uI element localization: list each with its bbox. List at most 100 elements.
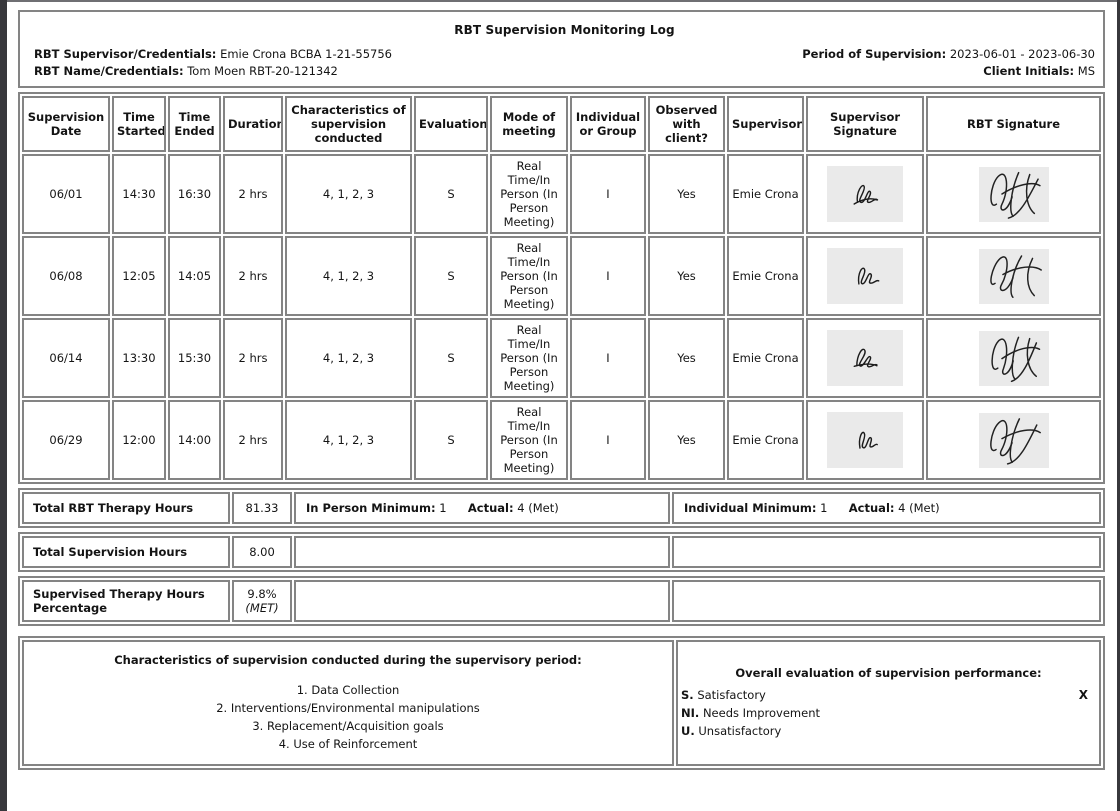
percentage-met-note: (MET) (245, 601, 279, 615)
window-frame-left (0, 0, 7, 811)
rbt-signature-image (978, 412, 1049, 468)
overall-evaluation-title: Overall evaluation of supervision perfor… (735, 665, 1042, 680)
empty-cell (672, 580, 1101, 622)
characteristics-key-panel: Characteristics of supervision conducted… (22, 640, 674, 766)
cell-time-ended: 14:05 (168, 236, 221, 316)
cell-time-ended: 16:30 (168, 154, 221, 234)
cell-evaluation: S (414, 236, 488, 316)
table-row: 06/29 12:00 14:00 2 hrs 4, 1, 2, 3 S Rea… (22, 400, 1101, 480)
list-item: 4. Use of Reinforcement (278, 736, 418, 751)
cell-individual-or-group: I (570, 400, 646, 480)
col-header-individual-or-group: Individual or Group (570, 96, 646, 152)
cell-time-started: 12:00 (112, 400, 166, 480)
window-frame-top (0, 0, 1120, 2)
rbt-signature-image (978, 166, 1049, 222)
supervision-log-document: RBT Supervision Monitoring Log RBT Super… (18, 10, 1105, 770)
cell-supervisor: Emie Crona (727, 400, 804, 480)
cell-evaluation: S (414, 154, 488, 234)
evaluation-selected-mark: X (1078, 688, 1088, 702)
cell-time-started: 12:05 (112, 236, 166, 316)
cell-individual-or-group: I (570, 318, 646, 398)
evaluation-abbr: NI. (681, 706, 700, 720)
cell-individual-or-group: I (570, 236, 646, 316)
rbt-signature-image (978, 248, 1049, 304)
in-person-actual-value: 4 (Met) (517, 500, 559, 515)
cell-observed: Yes (648, 154, 725, 234)
col-header-observed: Observed with client? (648, 96, 725, 152)
cell-characteristics: 4, 1, 2, 3 (285, 318, 412, 398)
cell-individual-or-group: I (570, 154, 646, 234)
cell-characteristics: 4, 1, 2, 3 (285, 400, 412, 480)
cell-mode: Real Time/In Person (In Person Meeting) (490, 400, 568, 480)
cell-rbt-signature (926, 318, 1101, 398)
evaluation-option-unsatisfactory: U. Unsatisfactory (681, 722, 1096, 740)
cell-characteristics: 4, 1, 2, 3 (285, 236, 412, 316)
list-item: 1. Data Collection (296, 682, 400, 697)
cell-mode: Real Time/In Person (In Person Meeting) (490, 154, 568, 234)
evaluation-label: Needs Improvement (702, 706, 820, 720)
cell-mode: Real Time/In Person (In Person Meeting) (490, 236, 568, 316)
cell-supervisor: Emie Crona (727, 236, 804, 316)
cell-supervision-date: 06/01 (22, 154, 110, 234)
cell-time-ended: 14:00 (168, 400, 221, 480)
evaluation-label: Unsatisfactory (698, 724, 782, 738)
col-header-characteristics: Characteristics of supervision conducted (285, 96, 412, 152)
individual-minimum-label: Individual Minimum: (684, 500, 817, 515)
characteristics-key-title: Characteristics of supervision conducted… (114, 653, 582, 668)
col-header-rbt-signature: RBT Signature (926, 96, 1101, 152)
evaluation-option-text: S. Satisfactory (681, 686, 766, 704)
total-supervision-hours-value: 8.00 (232, 536, 292, 568)
in-person-minimum-label: In Person Minimum: (306, 500, 436, 515)
cell-supervisor-signature (806, 400, 924, 480)
period-label: Period of Supervision: (802, 47, 947, 61)
rbt-credentials-value: Tom Moen RBT-20-121342 (187, 64, 338, 78)
evaluation-label: Satisfactory (697, 688, 766, 702)
supervisor-signature-image (827, 248, 903, 304)
total-therapy-hours-label: Total RBT Therapy Hours (22, 492, 230, 524)
client-initials-value: MS (1077, 64, 1095, 78)
summary-row-percentage: Supervised Therapy Hours Percentage 9.8%… (18, 576, 1105, 626)
cell-supervision-date: 06/29 (22, 400, 110, 480)
cell-supervision-date: 06/08 (22, 236, 110, 316)
header-left-fields: RBT Supervisor/Credentials: Emie Crona B… (34, 46, 392, 80)
cell-time-started: 14:30 (112, 154, 166, 234)
cell-supervisor: Emie Crona (727, 154, 804, 234)
list-item: 2. Interventions/Environmental manipulat… (216, 700, 480, 715)
cell-rbt-signature (926, 236, 1101, 316)
cell-rbt-signature (926, 400, 1101, 480)
percentage-value-cell: 9.8% (MET) (232, 580, 292, 622)
supervision-table: Supervision Date Time Started Time Ended… (18, 92, 1105, 484)
cell-evaluation: S (414, 400, 488, 480)
cell-supervisor-signature (806, 236, 924, 316)
individual-summary: Individual Minimum: 1 Actual: 4 (Met) (672, 492, 1101, 524)
evaluation-option-satisfactory: S. Satisfactory X (681, 686, 1096, 704)
table-header-row: Supervision Date Time Started Time Ended… (22, 96, 1101, 152)
col-header-evaluation: Evaluation (414, 96, 488, 152)
evaluation-option-text: NI. Needs Improvement (681, 704, 820, 722)
cell-supervisor: Emie Crona (727, 318, 804, 398)
cell-supervisor-signature (806, 154, 924, 234)
table-row: 06/14 13:30 15:30 2 hrs 4, 1, 2, 3 S Rea… (22, 318, 1101, 398)
cell-time-started: 13:30 (112, 318, 166, 398)
empty-cell (294, 536, 670, 568)
cell-rbt-signature (926, 154, 1101, 234)
percentage-value: 9.8% (247, 586, 277, 601)
summary-row-therapy-hours: Total RBT Therapy Hours 81.33 In Person … (18, 488, 1105, 528)
supervisor-credentials-label: RBT Supervisor/Credentials: (34, 47, 217, 61)
cell-supervision-date: 06/14 (22, 318, 110, 398)
evaluation-option-text: U. Unsatisfactory (681, 722, 781, 740)
supervisor-signature-image (827, 166, 903, 222)
client-initials-label: Client Initials: (983, 64, 1075, 78)
in-person-minimum-value: 1 (439, 500, 447, 515)
in-person-summary: In Person Minimum: 1 Actual: 4 (Met) (294, 492, 670, 524)
characteristics-list: 1. Data Collection 2. Interventions/Envi… (27, 681, 669, 753)
cell-duration: 2 hrs (223, 400, 283, 480)
client-initials-line: Client Initials: MS (802, 63, 1095, 80)
individual-actual-value: 4 (Met) (898, 500, 940, 515)
evaluation-abbr: U. (681, 724, 695, 738)
footer-section: Characteristics of supervision conducted… (18, 636, 1105, 770)
cell-duration: 2 hrs (223, 318, 283, 398)
period-line: Period of Supervision: 2023-06-01 - 2023… (802, 46, 1095, 63)
supervisor-credentials-value: Emie Crona BCBA 1-21-55756 (220, 47, 392, 61)
table-row: 06/01 14:30 16:30 2 hrs 4, 1, 2, 3 S Rea… (22, 154, 1101, 234)
